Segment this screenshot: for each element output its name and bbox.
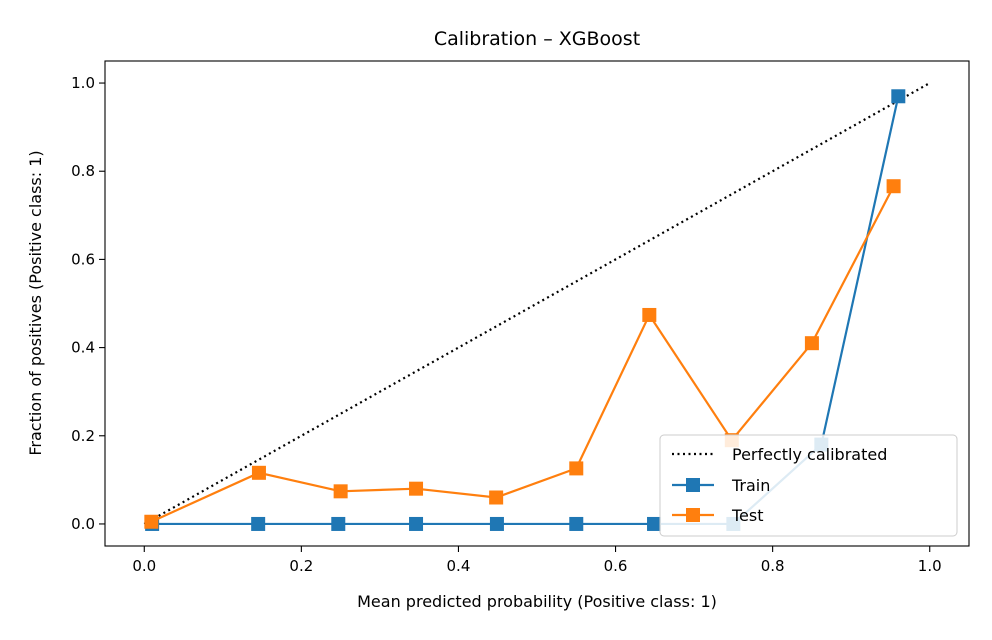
legend: Perfectly calibrated Train Test xyxy=(659,434,958,537)
series-line-test xyxy=(150,185,895,523)
x-axis-title: Mean predicted probability (Positive cla… xyxy=(357,592,717,611)
legend-marker-train xyxy=(686,478,700,492)
data-point-test xyxy=(642,307,657,322)
x-tick-label: 0.2 xyxy=(289,557,313,575)
data-point-test xyxy=(251,465,266,480)
data-point-test xyxy=(886,179,901,194)
legend-label-test: Test xyxy=(731,506,764,525)
data-point-train xyxy=(251,516,266,531)
data-point-train xyxy=(489,516,504,531)
data-point-train xyxy=(891,89,906,104)
data-point-test xyxy=(144,514,159,529)
x-tick-label: 1.0 xyxy=(918,557,942,575)
legend-marker-test xyxy=(686,508,700,522)
y-tick-label: 0.2 xyxy=(71,427,95,445)
y-tick-label: 0.6 xyxy=(71,250,95,268)
legend-label-perfectly-calibrated: Perfectly calibrated xyxy=(732,445,887,464)
x-tick-label: 0.8 xyxy=(761,557,785,575)
x-tick-label: 0.4 xyxy=(447,557,471,575)
data-point-test xyxy=(333,484,348,499)
data-point-train xyxy=(331,516,346,531)
data-point-train xyxy=(409,516,424,531)
ticks-layer: 0.0 0.2 0.4 0.6 0.8 1.0 0.0 0.2 0.4 0.6 0.8 1.0 xyxy=(71,74,942,575)
data-point-test xyxy=(409,481,424,496)
y-tick-label: 0.4 xyxy=(71,339,95,357)
legend-label-train: Train xyxy=(731,476,770,495)
y-tick-label: 0.0 xyxy=(71,515,95,533)
y-tick-label: 0.8 xyxy=(71,162,95,180)
y-axis-title: Fraction of positives (Positive class: 1… xyxy=(26,150,45,455)
data-point-test xyxy=(804,336,819,351)
reference-line-perfectly-calibrated xyxy=(143,82,931,525)
data-point-test xyxy=(569,461,584,476)
data-point-test xyxy=(489,490,504,505)
plot-frame xyxy=(104,60,970,547)
x-tick-label: 0.6 xyxy=(604,557,628,575)
data-point-train xyxy=(569,516,584,531)
y-tick-label: 1.0 xyxy=(71,74,95,92)
chart-title: Calibration – XGBoost xyxy=(434,28,640,50)
data-point-train xyxy=(647,516,662,531)
x-tick-label: 0.0 xyxy=(132,557,156,575)
legend-box xyxy=(659,434,958,537)
